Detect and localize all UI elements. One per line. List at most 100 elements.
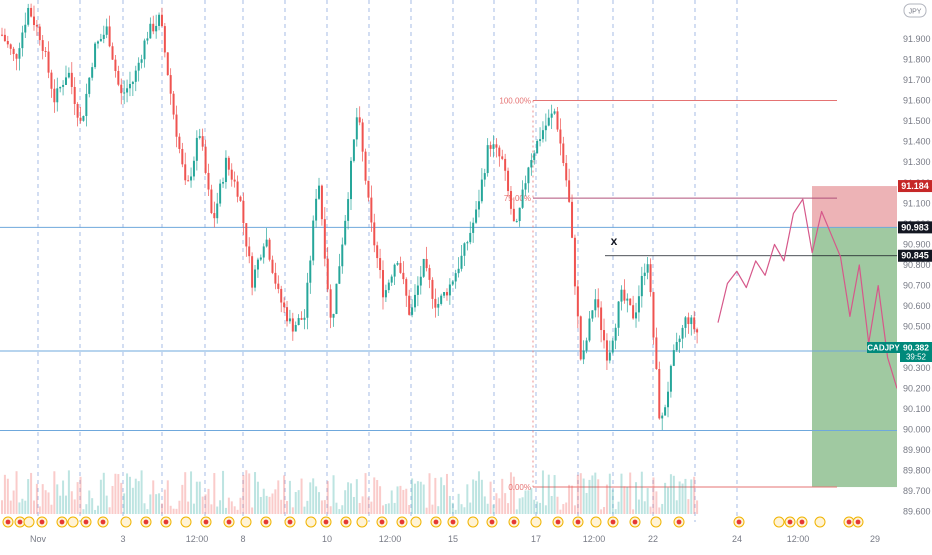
- volume-bar: [99, 479, 102, 514]
- projection-path[interactable]: [717, 198, 898, 389]
- volume-bar: [294, 491, 297, 514]
- candle-body: [533, 153, 536, 161]
- candle-body: [571, 201, 574, 238]
- candle-body: [30, 7, 33, 17]
- event-flag-icon: [450, 519, 456, 525]
- candle-body: [475, 209, 478, 223]
- volume-bar: [518, 498, 521, 514]
- candle-body: [550, 113, 553, 118]
- candle-body: [539, 139, 542, 141]
- time-tick-label: 29: [870, 534, 880, 544]
- volume-bar: [678, 481, 681, 514]
- candle-body: [411, 307, 414, 315]
- candle-body: [126, 88, 129, 93]
- fibonacci-retracement[interactable]: 100.00% 75.00% 0.00%: [499, 97, 837, 493]
- volume-bar: [335, 502, 338, 514]
- volume-bar: [326, 481, 329, 514]
- candle-body: [27, 7, 30, 25]
- volume-bar: [379, 486, 382, 514]
- candle-body: [390, 276, 393, 283]
- candle-body: [332, 313, 335, 318]
- candle-body: [277, 283, 280, 289]
- volume-bar: [626, 486, 629, 514]
- event-flag-icon: [343, 519, 349, 525]
- candle-body: [536, 140, 539, 154]
- volume-bar: [169, 505, 172, 514]
- volume-bar: [431, 504, 434, 514]
- volume-bar: [117, 474, 120, 514]
- candle-body: [556, 111, 559, 130]
- event-flag-icon: [555, 519, 561, 525]
- candle-body: [140, 59, 143, 63]
- candle-body: [96, 41, 99, 44]
- volume-bar: [312, 478, 315, 514]
- candle-body: [440, 295, 443, 304]
- volume-bar: [466, 484, 469, 514]
- candle-body: [483, 173, 486, 180]
- fib-level-label: 100.00%: [499, 97, 531, 106]
- candle-body: [38, 26, 41, 41]
- event-flag-icon: [83, 519, 89, 525]
- candle-body: [492, 144, 495, 149]
- risk-reward-zone[interactable]: [812, 186, 897, 488]
- candle-body: [265, 239, 268, 247]
- price-axis[interactable]: 91.900 91.800 91.700 91.600 91.500 91.400 91.3…: [897, 0, 932, 550]
- event-flag-icon: [799, 519, 805, 525]
- event-flag-icon: [846, 519, 852, 525]
- candle-body: [190, 176, 193, 181]
- horizontal-levels[interactable]: [0, 226, 897, 432]
- price-tick-label: 90.000: [903, 424, 931, 434]
- candle-body: [367, 180, 370, 198]
- volume-bar: [76, 482, 79, 514]
- candle-body: [678, 338, 681, 343]
- candle-body: [315, 198, 318, 221]
- time-tick-label: 3: [120, 534, 125, 544]
- time-axis[interactable]: Nov 3 12:00 8 10 12:00 15 17 12:00 22 24 12:00 29: [0, 530, 932, 550]
- candle-body: [105, 26, 108, 35]
- event-flag-icon: [17, 519, 23, 525]
- economic-events[interactable]: [2, 516, 864, 528]
- candle-body: [454, 273, 457, 282]
- volume-bar: [32, 500, 35, 514]
- volume-bar: [236, 509, 239, 514]
- volume-bar: [219, 500, 222, 514]
- volume-bar: [483, 496, 486, 514]
- volume-bar: [507, 503, 510, 514]
- volume-bar: [190, 471, 193, 514]
- volume-bar: [623, 486, 626, 514]
- volume-bar: [352, 496, 355, 514]
- volume-bar: [547, 474, 550, 514]
- price-tags: 91.184 90.983 90.845: [898, 180, 932, 262]
- volume-bar: [210, 504, 213, 514]
- volume-bar: [227, 497, 230, 514]
- volume-bar: [579, 473, 582, 514]
- price-tick-label: 91.100: [903, 198, 931, 208]
- volume-bar: [524, 490, 527, 514]
- event-icon: [814, 516, 826, 528]
- volume-bar: [591, 475, 594, 514]
- candle-body: [207, 172, 210, 190]
- volume-bar: [163, 489, 166, 514]
- volume-bar: [158, 493, 161, 514]
- currency-badge[interactable]: JPY: [903, 3, 927, 18]
- candle-body: [460, 255, 463, 269]
- candle-body: [672, 350, 675, 366]
- time-axis-bg: [0, 530, 932, 550]
- candle-body: [294, 325, 297, 332]
- volume-bar: [341, 505, 344, 514]
- time-tick-label: 17: [531, 534, 541, 544]
- candle-body: [149, 23, 152, 39]
- volume-bar: [544, 505, 547, 514]
- volume-bar: [661, 503, 664, 514]
- event-flag-icon: [287, 519, 293, 525]
- volume-bar: [329, 506, 332, 514]
- candle-body: [175, 114, 178, 137]
- candle-body: [53, 88, 56, 103]
- volume-bar: [605, 484, 608, 514]
- volume-bar: [315, 486, 318, 514]
- price-tick-label: 90.100: [903, 404, 931, 414]
- candle-body: [585, 340, 588, 351]
- price-tick-label: 90.800: [903, 260, 931, 270]
